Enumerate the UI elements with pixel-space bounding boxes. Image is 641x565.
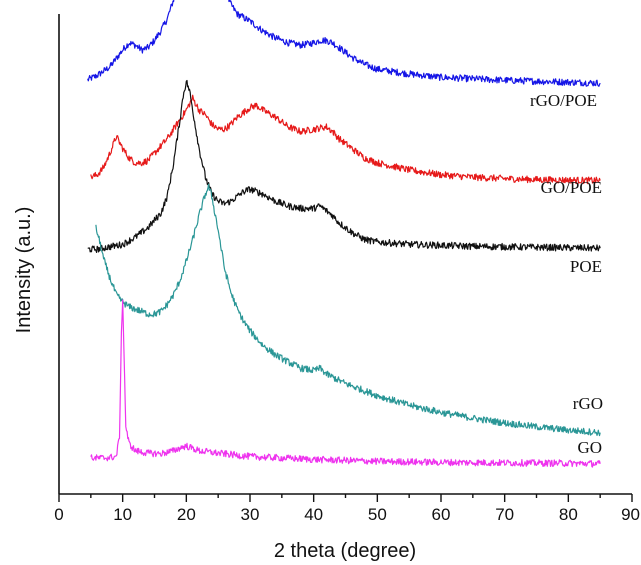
- x-tick-label: 40: [304, 505, 323, 524]
- series-label-go: GO: [577, 438, 602, 457]
- axes: [58, 14, 632, 495]
- x-tick-label: 50: [368, 505, 387, 524]
- series-line-go-poe: [90, 94, 601, 185]
- series-label-go-poe: GO/POE: [541, 178, 602, 197]
- x-tick-label: 20: [177, 505, 196, 524]
- series-group: [87, 0, 601, 468]
- x-tick-label: 90: [621, 505, 640, 524]
- series-line-rgo-poe: [87, 0, 601, 87]
- series-line-poe: [87, 79, 601, 253]
- x-tick-label: 30: [241, 505, 260, 524]
- y-axis-title: Intensity (a.u.): [13, 207, 35, 334]
- series-label-rgo: rGO: [573, 394, 603, 413]
- series-line-rgo: [95, 183, 601, 437]
- series-label-poe: POE: [570, 257, 602, 276]
- x-tick-label: 70: [495, 505, 514, 524]
- x-ticks: 0 10 20 30 40 50 60 70 80 90: [54, 494, 640, 524]
- x-tick-label: 60: [432, 505, 451, 524]
- x-axis-title: 2 theta (degree): [274, 540, 416, 562]
- x-tick-label: 10: [113, 505, 132, 524]
- series-label-rgo-poe: rGO/POE: [530, 91, 597, 110]
- x-tick-label: 80: [559, 505, 578, 524]
- x-tick-label: 0: [54, 505, 63, 524]
- series-labels: rGO/POE GO/POE POE rGO GO: [530, 91, 603, 457]
- series-line-go: [90, 299, 601, 468]
